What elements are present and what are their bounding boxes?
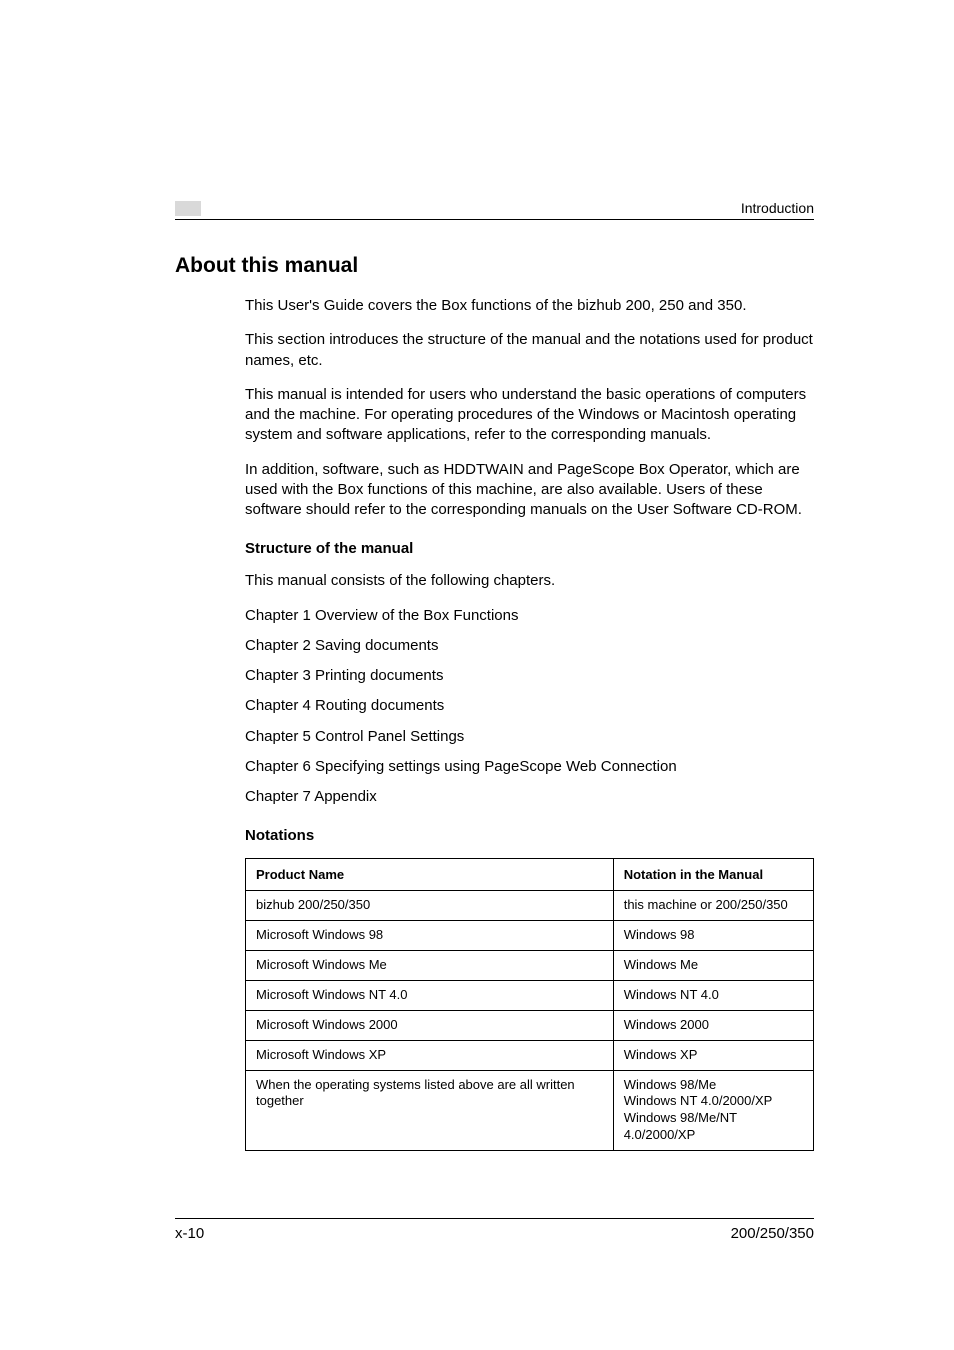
- footer-model: 200/250/350: [731, 1225, 814, 1242]
- structure-heading: Structure of the manual: [245, 540, 814, 557]
- table-row: Microsoft Windows 2000 Windows 2000: [246, 1010, 814, 1040]
- intro-paragraph-1: This User's Guide covers the Box functio…: [245, 296, 814, 316]
- table-cell: bizhub 200/250/350: [246, 891, 614, 921]
- table-cell: Microsoft Windows XP: [246, 1040, 614, 1070]
- intro-paragraph-3: This manual is intended for users who un…: [245, 385, 814, 446]
- table-cell: Microsoft Windows 2000: [246, 1010, 614, 1040]
- footer-page-number: x-10: [175, 1225, 204, 1242]
- chapter-item: Chapter 1 Overview of the Box Functions: [245, 606, 814, 626]
- intro-paragraph-2: This section introduces the structure of…: [245, 330, 814, 371]
- table-cell: Microsoft Windows Me: [246, 951, 614, 981]
- notations-heading: Notations: [245, 827, 814, 844]
- table-row: When the operating systems listed above …: [246, 1070, 814, 1151]
- table-cell: Windows 2000: [613, 1010, 813, 1040]
- chapter-item: Chapter 7 Appendix: [245, 787, 814, 807]
- chapter-item: Chapter 6 Specifying settings using Page…: [245, 757, 814, 777]
- chapter-item: Chapter 3 Printing documents: [245, 666, 814, 686]
- table-cell: Windows Me: [613, 951, 813, 981]
- table-row: Microsoft Windows 98 Windows 98: [246, 921, 814, 951]
- table-header-cell: Product Name: [246, 859, 614, 891]
- table-header-row: Product Name Notation in the Manual: [246, 859, 814, 891]
- table-cell: Windows NT 4.0: [613, 980, 813, 1010]
- structure-intro: This manual consists of the following ch…: [245, 571, 814, 591]
- table-cell: When the operating systems listed above …: [246, 1070, 614, 1151]
- table-row: Microsoft Windows XP Windows XP: [246, 1040, 814, 1070]
- table-cell: Windows 98: [613, 921, 813, 951]
- table-row: Microsoft Windows Me Windows Me: [246, 951, 814, 981]
- notations-table: Product Name Notation in the Manual bizh…: [245, 858, 814, 1151]
- table-row: Microsoft Windows NT 4.0 Windows NT 4.0: [246, 980, 814, 1010]
- page-footer: x-10 200/250/350: [175, 1218, 814, 1242]
- header-label: Introduction: [741, 200, 814, 216]
- table-cell: Microsoft Windows 98: [246, 921, 614, 951]
- chapter-item: Chapter 2 Saving documents: [245, 636, 814, 656]
- section-title: About this manual: [175, 254, 814, 278]
- header-chip: [175, 201, 201, 216]
- intro-paragraph-4: In addition, software, such as HDDTWAIN …: [245, 460, 814, 521]
- chapter-list: Chapter 1 Overview of the Box Functions …: [245, 606, 814, 808]
- table-cell: Windows 98/Me Windows NT 4.0/2000/XP Win…: [613, 1070, 813, 1151]
- table-cell: Microsoft Windows NT 4.0: [246, 980, 614, 1010]
- chapter-item: Chapter 5 Control Panel Settings: [245, 727, 814, 747]
- table-row: bizhub 200/250/350 this machine or 200/2…: [246, 891, 814, 921]
- table-cell: this machine or 200/250/350: [613, 891, 813, 921]
- table-cell: Windows XP: [613, 1040, 813, 1070]
- table-header-cell: Notation in the Manual: [613, 859, 813, 891]
- page-header: Introduction: [175, 200, 814, 220]
- chapter-item: Chapter 4 Routing documents: [245, 696, 814, 716]
